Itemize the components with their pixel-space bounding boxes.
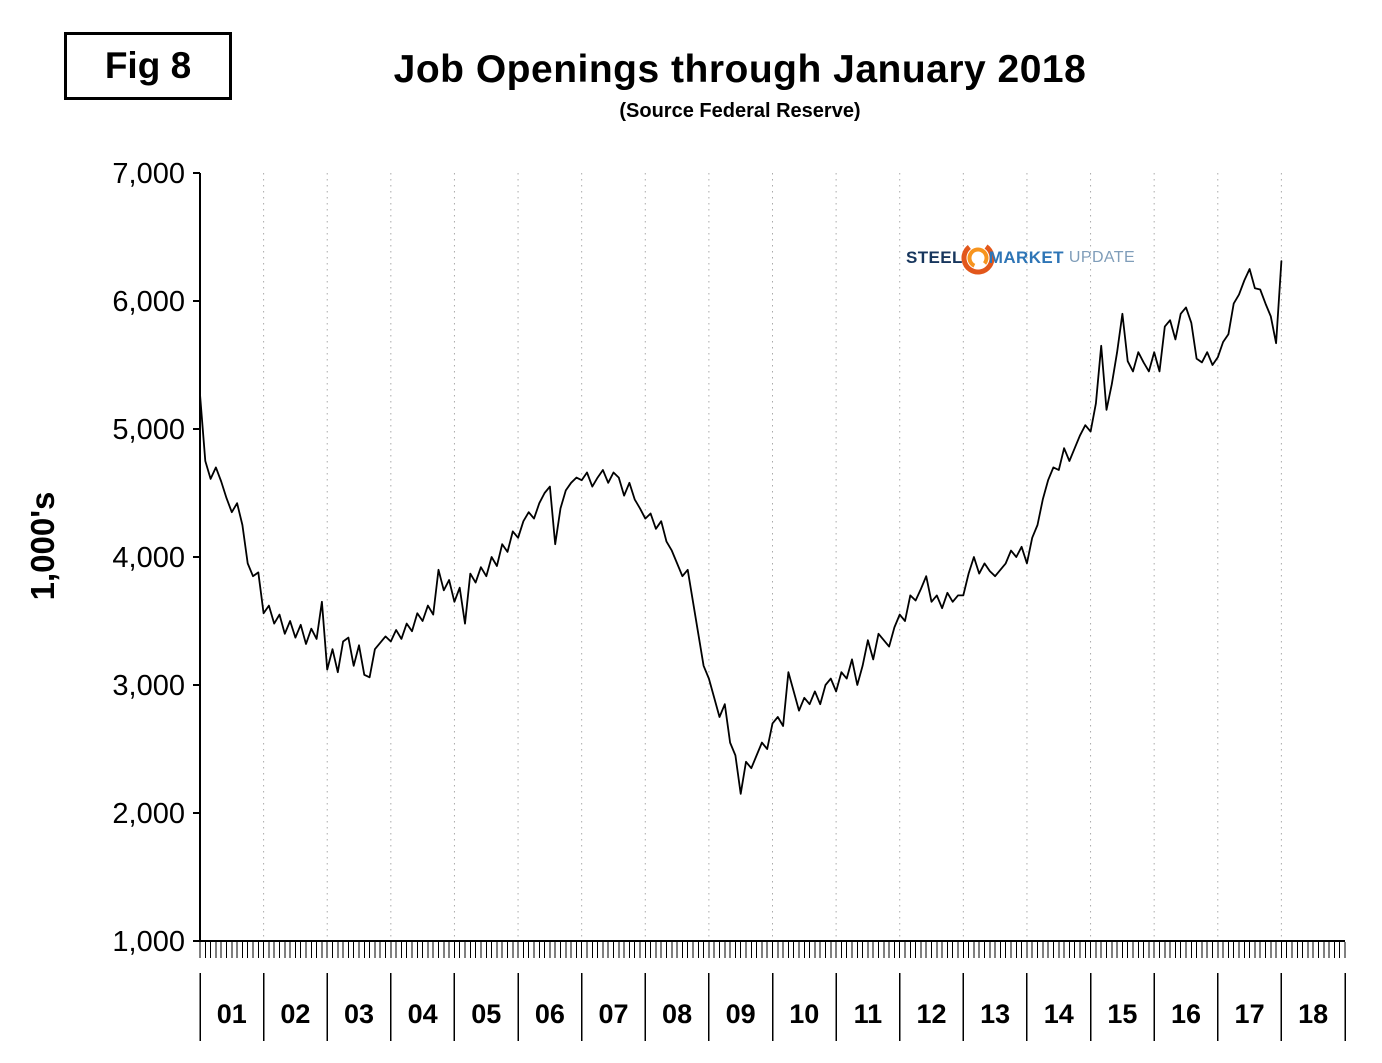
x-year-label: 02 (280, 999, 310, 1029)
x-year-label: 07 (598, 999, 628, 1029)
chart-title: Job Openings through January 2018 (393, 48, 1087, 91)
x-year-label: 06 (535, 999, 565, 1029)
x-year-label: 17 (1235, 999, 1265, 1029)
smu-logo: STEEL MARKET UPDATE (906, 237, 1135, 279)
chart-title-block: Job Openings through January 2018 (Sourc… (260, 48, 1220, 123)
figure-label: Fig 8 (104, 45, 192, 86)
y-tick-label: 3,000 (112, 670, 185, 702)
x-year-label: 01 (217, 999, 247, 1029)
smu-logo-swirl-icon (961, 241, 995, 275)
smu-logo-update-text: UPDATE (1068, 249, 1136, 266)
y-axis-title: 1,000's (24, 491, 61, 601)
y-tick-label: 7,000 (112, 158, 185, 190)
figure-label-box: Fig 8 (64, 32, 232, 100)
x-year-label: 12 (917, 999, 947, 1029)
x-year-label: 15 (1107, 999, 1137, 1029)
x-year-label: 08 (662, 999, 692, 1029)
y-tick-label: 5,000 (112, 414, 185, 446)
y-tick-label: 4,000 (112, 542, 185, 574)
smu-logo-market-text: MARKET (988, 248, 1064, 267)
x-year-label: 09 (726, 999, 756, 1029)
y-tick-label: 6,000 (112, 286, 185, 318)
y-tick-label: 2,000 (112, 798, 185, 830)
x-year-label: 14 (1044, 999, 1074, 1029)
x-year-label: 04 (408, 999, 438, 1029)
x-year-label: 11 (854, 999, 883, 1029)
x-year-label: 16 (1171, 999, 1201, 1029)
y-tick-label: 1,000 (112, 926, 185, 958)
x-year-label: 05 (471, 999, 501, 1029)
chart-subtitle: (Source Federal Reserve) (619, 100, 861, 122)
smu-logo-steel-text: STEEL (906, 248, 963, 267)
x-year-label: 03 (344, 999, 374, 1029)
job-openings-line (199, 260, 1283, 795)
x-year-label: 13 (980, 999, 1010, 1029)
x-year-label: 10 (789, 999, 819, 1029)
x-year-label: 18 (1298, 999, 1328, 1029)
